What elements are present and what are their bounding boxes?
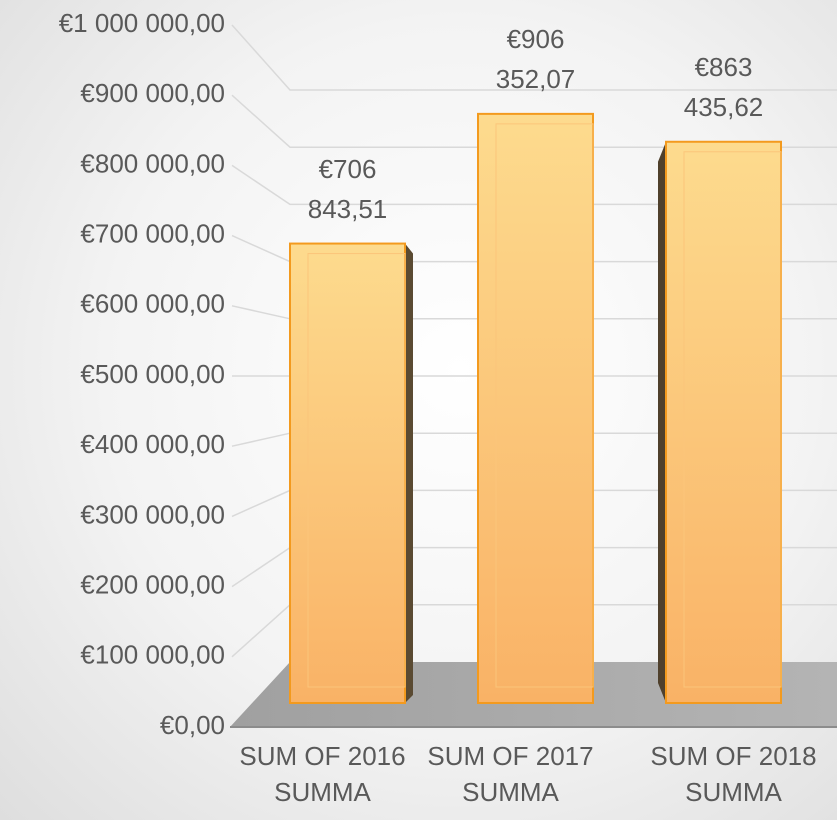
bar-group — [658, 140, 782, 704]
x-tick-label: SUM OF 2018 SUMMA — [650, 741, 817, 807]
value-label: €706 843,51 — [307, 153, 388, 224]
y-tick-label: €500 000,00 — [80, 359, 225, 389]
bar-inner — [307, 253, 406, 688]
bar — [289, 242, 406, 704]
y-tick-label: €100 000,00 — [80, 640, 225, 670]
y-tick-label: €0,00 — [160, 710, 225, 740]
x-tick-label: SUM OF 2017 SUMMA — [427, 741, 594, 807]
y-tick-label: €800 000,00 — [80, 148, 225, 178]
y-tick-label: €300 000,00 — [80, 499, 225, 529]
y-tick-label: €200 000,00 — [80, 569, 225, 599]
y-tick-label: €900 000,00 — [80, 78, 225, 108]
bar-inner — [683, 151, 782, 688]
y-tick-label: €700 000,00 — [80, 218, 225, 248]
grid-line — [231, 164, 837, 206]
value-label: €906 352,07 — [495, 23, 576, 94]
bar-inner — [495, 123, 594, 688]
x-tick-label: SUM OF 2016 SUMMA — [239, 741, 406, 807]
bar-side — [405, 243, 413, 704]
bar — [477, 112, 594, 704]
grid-line — [231, 94, 837, 148]
y-tick-label: €600 000,00 — [80, 289, 225, 319]
grid-line — [231, 24, 837, 91]
bar — [665, 140, 782, 704]
bar-side — [658, 141, 666, 703]
bar-group — [289, 242, 413, 704]
value-label: €863 435,62 — [683, 51, 764, 122]
y-tick-label: €400 000,00 — [80, 429, 225, 459]
y-tick-label: €1 000 000,00 — [59, 8, 225, 38]
bar-group — [477, 112, 594, 704]
